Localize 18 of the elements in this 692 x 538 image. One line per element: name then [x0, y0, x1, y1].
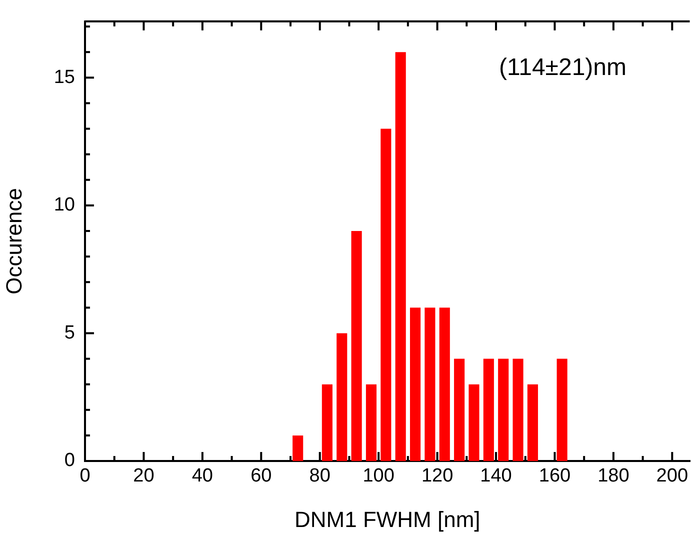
x-tick-label: 60	[250, 466, 272, 487]
x-tick-label: 160	[538, 466, 571, 487]
y-tick-label: 5	[64, 322, 75, 344]
y-tick-label: 0	[64, 450, 75, 472]
x-tick-label: 80	[309, 466, 330, 487]
x-tick-label: 20	[133, 466, 154, 487]
x-tick-label: 180	[598, 466, 630, 487]
y-axis-title: Occurence	[1, 188, 26, 294]
y-tick-label: 15	[54, 66, 75, 88]
annotation: (114±21)nm	[499, 54, 626, 82]
y-tick-label: 10	[54, 194, 75, 216]
x-tick-label: 40	[192, 466, 213, 487]
x-tick-label: 120	[421, 466, 454, 487]
x-tick-label: 0	[80, 466, 90, 487]
x-tick-label: 140	[480, 466, 512, 487]
x-tick-label: 100	[362, 466, 394, 487]
x-axis-title: DNM1 FWHM [nm]	[294, 506, 480, 532]
x-tick-label: 200	[656, 466, 688, 487]
